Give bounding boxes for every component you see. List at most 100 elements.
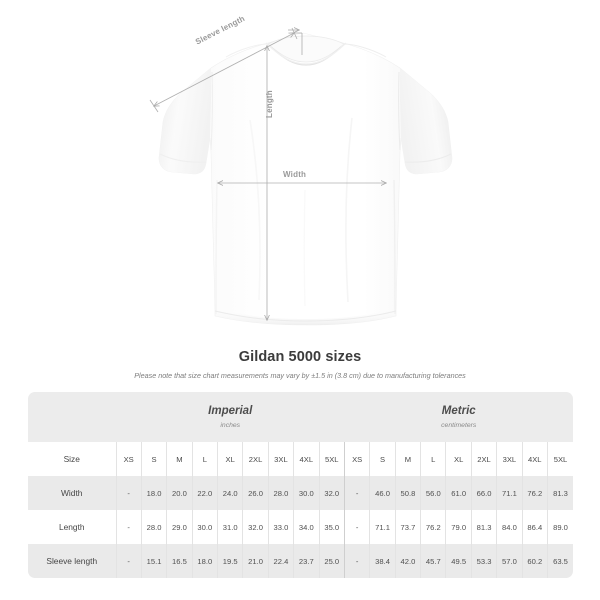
- cell-imperial-XS: -: [115, 510, 142, 544]
- cell-metric-4XL: 86.4: [521, 510, 548, 544]
- measurement-label-sleeve-length: Sleeve length: [28, 544, 116, 578]
- cell-imperial-S: 15.1: [140, 544, 167, 578]
- shirt-body-shape: [158, 32, 453, 326]
- cell-metric-S: 71.1: [369, 510, 396, 544]
- cell-imperial-2XL: 21.0: [242, 544, 269, 578]
- size-header-metric-M: M: [394, 442, 421, 476]
- size-header-metric-S: S: [369, 442, 396, 476]
- size-chart-table-container: Imperial inches Metric centimeters Size XS S M L…: [28, 392, 573, 578]
- size-header-imperial-XL: XL: [216, 442, 243, 476]
- unit-banner-row: Imperial inches Metric centimeters: [28, 392, 573, 442]
- measurement-label-width: Width: [28, 476, 116, 510]
- size-header-metric-5XL: 5XL: [546, 442, 573, 476]
- unit-name: Metric: [441, 404, 476, 417]
- title-block: Gildan 5000 sizes Please note that size …: [0, 348, 600, 382]
- unit-name: Imperial: [208, 404, 253, 417]
- size-header-metric-3XL: 3XL: [496, 442, 523, 476]
- unit-subtitle: centimeters: [441, 421, 477, 429]
- size-header-metric-XL: XL: [445, 442, 472, 476]
- cell-metric-L: 45.7: [420, 544, 446, 578]
- table-row: Sleeve length -15.1 16.5 18.0 19.5 21.0 22.4 23…: [28, 544, 573, 578]
- size-header-metric-L: L: [420, 442, 446, 476]
- cell-metric-5XL: 81.3: [546, 476, 573, 510]
- t-shirt-diagram: Sleeve length Length Width: [149, 0, 453, 326]
- cell-imperial-2XL: 26.0: [242, 476, 269, 510]
- table-row: Width -18.0 20.0 22.0 24.0 26.0 28.0 30.0 32.0-4…: [28, 476, 573, 510]
- cell-imperial-S: 18.0: [140, 476, 167, 510]
- cell-metric-5XL: 89.0: [546, 510, 573, 544]
- cell-imperial-4XL: 34.0: [293, 510, 319, 544]
- cell-imperial-XL: 24.0: [216, 476, 243, 510]
- cell-imperial-M: 20.0: [166, 476, 193, 510]
- cell-imperial-5XL: 32.0: [318, 476, 345, 510]
- cell-imperial-XS: -: [115, 476, 142, 510]
- measurement-label-length: Length: [28, 510, 116, 544]
- cell-metric-XL: 79.0: [445, 510, 472, 544]
- cell-metric-XL: 61.0: [445, 476, 472, 510]
- measurement-annotations: [149, 28, 386, 320]
- cell-metric-3XL: 71.1: [496, 476, 523, 510]
- cell-imperial-M: 29.0: [166, 510, 193, 544]
- size-header-metric-4XL: 4XL: [521, 442, 548, 476]
- size-header-imperial-3XL: 3XL: [267, 442, 294, 476]
- unit-banner-spacer: [28, 392, 116, 442]
- cell-metric-XL: 49.5: [445, 544, 472, 578]
- cell-metric-XS: -: [343, 510, 370, 544]
- cell-imperial-L: 30.0: [191, 510, 218, 544]
- shoulder-leader-line: [288, 30, 303, 55]
- size-header-imperial-2XL: 2XL: [242, 442, 269, 476]
- cell-metric-4XL: 60.2: [521, 544, 548, 578]
- cell-metric-M: 42.0: [394, 544, 421, 578]
- cell-imperial-L: 22.0: [191, 476, 218, 510]
- size-header-imperial-L: L: [191, 442, 218, 476]
- cell-metric-2XL: 81.3: [470, 510, 497, 544]
- size-header-metric-2XL: 2XL: [470, 442, 497, 476]
- unit-header-imperial: Imperial inches: [116, 392, 345, 442]
- cell-metric-5XL: 63.5: [546, 544, 573, 578]
- cell-imperial-M: 16.5: [166, 544, 193, 578]
- page-title: Gildan 5000 sizes: [238, 349, 362, 365]
- cell-imperial-4XL: 23.7: [293, 544, 319, 578]
- size-header-imperial-M: M: [166, 442, 193, 476]
- cell-imperial-5XL: 35.0: [318, 510, 345, 544]
- unit-subtitle: inches: [220, 421, 241, 429]
- cell-imperial-L: 18.0: [191, 544, 218, 578]
- size-header-metric-XS: XS: [343, 442, 370, 476]
- tolerance-note: Please note that size chart measurements…: [134, 371, 466, 380]
- cell-metric-L: 76.2: [420, 510, 446, 544]
- size-header-row: Size XS S M L XL 2XL 3XL 4XL 5XL XS S M L XL 2XL 3XL 4XL 5…: [28, 442, 573, 476]
- width-label: Width: [283, 170, 307, 179]
- cell-metric-L: 56.0: [420, 476, 446, 510]
- cell-metric-2XL: 53.3: [470, 544, 497, 578]
- length-label: Length: [265, 90, 274, 118]
- unit-header-metric: Metric centimeters: [344, 392, 573, 442]
- cell-metric-M: 73.7: [394, 510, 421, 544]
- cell-metric-4XL: 76.2: [521, 476, 548, 510]
- cell-metric-2XL: 66.0: [470, 476, 497, 510]
- cell-imperial-XL: 19.5: [216, 544, 243, 578]
- cell-metric-3XL: 57.0: [496, 544, 523, 578]
- cell-imperial-5XL: 25.0: [318, 544, 345, 578]
- cell-imperial-S: 28.0: [140, 510, 167, 544]
- cell-imperial-3XL: 28.0: [267, 476, 294, 510]
- cell-imperial-XL: 31.0: [216, 510, 243, 544]
- cell-metric-XS: -: [343, 476, 370, 510]
- cell-metric-S: 38.4: [369, 544, 396, 578]
- cell-imperial-3XL: 22.4: [267, 544, 294, 578]
- cell-metric-S: 46.0: [369, 476, 396, 510]
- size-header-imperial-S: S: [140, 442, 167, 476]
- cell-imperial-4XL: 30.0: [293, 476, 319, 510]
- cell-metric-XS: -: [343, 544, 370, 578]
- size-header-imperial-XS: XS: [115, 442, 142, 476]
- size-header-imperial-5XL: 5XL: [318, 442, 345, 476]
- row-label-header: Size: [28, 442, 116, 476]
- t-shirt-illustration: [149, 0, 453, 326]
- table-row: Length -28.0 29.0 30.0 31.0 32.0 33.0 34.0 35.0-…: [28, 510, 573, 544]
- cell-imperial-XS: -: [115, 544, 142, 578]
- size-chart-table: Imperial inches Metric centimeters Size XS S M L…: [28, 392, 573, 578]
- cell-metric-M: 50.8: [394, 476, 421, 510]
- cell-imperial-3XL: 33.0: [267, 510, 294, 544]
- size-header-imperial-4XL: 4XL: [293, 442, 319, 476]
- cell-metric-3XL: 84.0: [496, 510, 523, 544]
- cell-imperial-2XL: 32.0: [242, 510, 269, 544]
